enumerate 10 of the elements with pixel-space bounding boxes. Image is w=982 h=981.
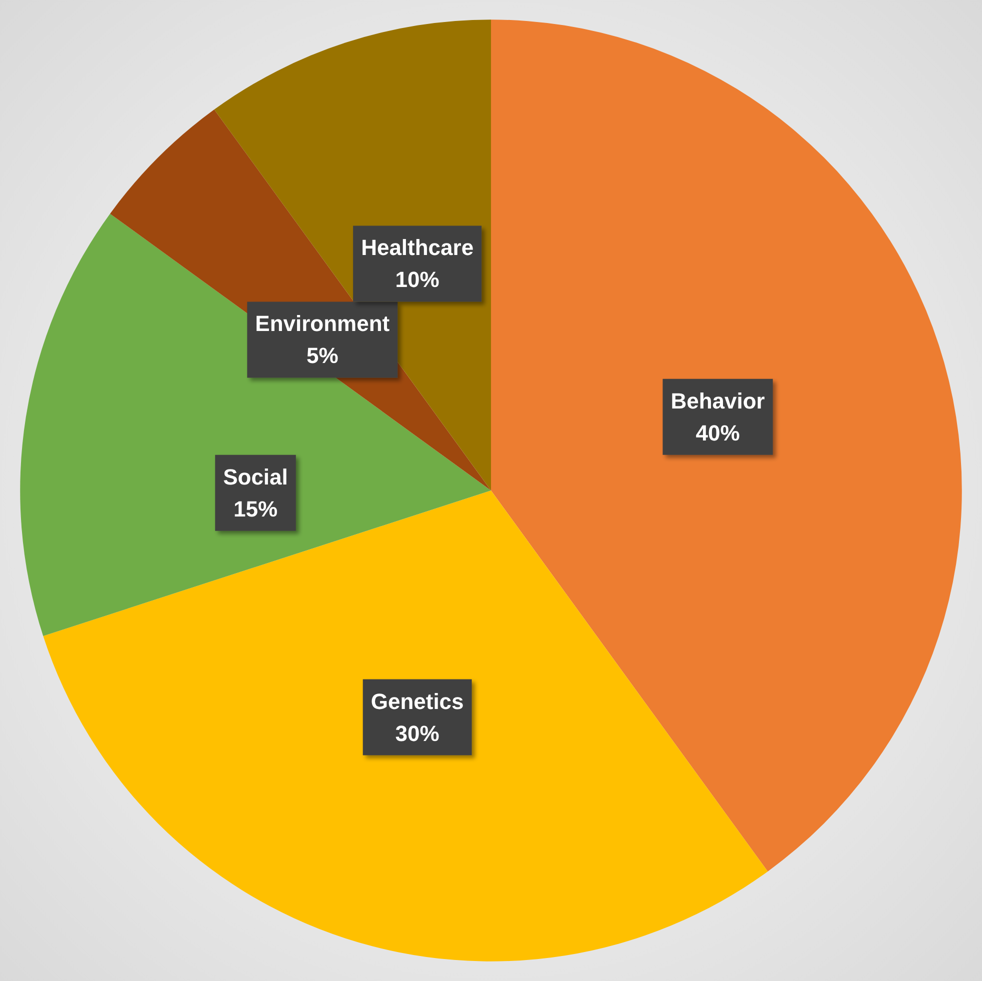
slice-label: Environment [255, 311, 390, 336]
data-label: 30% [395, 720, 440, 746]
slice-label: Healthcare [361, 235, 474, 260]
data-label: 5% [306, 343, 338, 368]
data-label: 15% [233, 496, 278, 522]
slice-label: Genetics [370, 688, 464, 714]
data-label: 10% [395, 267, 440, 292]
data-label: 40% [696, 420, 740, 446]
slice-label: Social [223, 464, 288, 490]
slice-label: Behavior [670, 388, 766, 414]
